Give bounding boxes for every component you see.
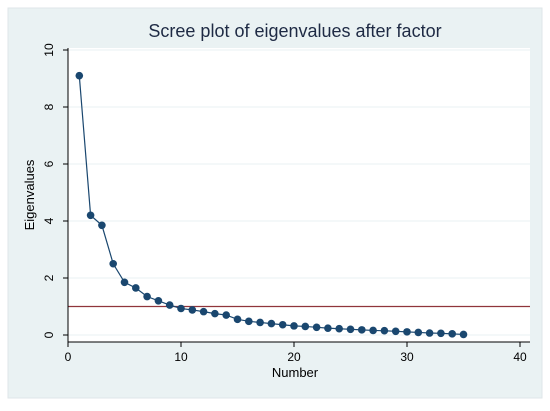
data-point xyxy=(98,221,106,230)
y-tick-label: 8 xyxy=(42,103,56,110)
data-point xyxy=(414,328,423,337)
data-point xyxy=(154,297,163,305)
x-tick-label: 40 xyxy=(513,350,527,364)
x-tick-label: 10 xyxy=(174,350,188,364)
data-point xyxy=(256,318,264,327)
data-point xyxy=(120,278,129,287)
data-point xyxy=(132,284,140,292)
data-point xyxy=(165,301,174,309)
x-tick-label: 30 xyxy=(400,350,414,364)
data-point xyxy=(177,304,185,313)
data-point xyxy=(245,317,253,326)
data-point xyxy=(278,320,287,329)
plot-area xyxy=(68,48,530,342)
x-tick-label: 0 xyxy=(65,350,72,364)
data-point xyxy=(222,311,230,319)
x-tick-label: 20 xyxy=(287,350,301,364)
data-point xyxy=(211,309,219,318)
x-axis-title: Number xyxy=(272,365,319,380)
data-point xyxy=(346,325,355,334)
data-point xyxy=(403,328,411,336)
data-point xyxy=(188,306,197,314)
data-point xyxy=(448,330,457,338)
data-point xyxy=(143,292,151,301)
y-tick-label: 0 xyxy=(42,331,56,338)
data-point xyxy=(86,211,95,220)
y-axis-title: Eigenvalues xyxy=(22,159,37,230)
chart-title: Scree plot of eigenvalues after factor xyxy=(148,21,441,41)
data-point xyxy=(301,322,310,331)
data-point xyxy=(437,329,445,338)
data-point xyxy=(425,329,434,337)
series-layer xyxy=(75,71,468,339)
data-point xyxy=(391,327,400,336)
data-point xyxy=(290,322,298,330)
y-tick-label: 2 xyxy=(42,274,56,281)
data-point xyxy=(109,259,117,268)
data-point xyxy=(75,71,84,80)
data-point xyxy=(358,326,366,334)
data-point xyxy=(233,315,242,324)
axes: 0 2 4 6 8 10 0 10 20 30 40 xyxy=(42,43,530,364)
data-point xyxy=(459,330,468,339)
data-point xyxy=(380,326,389,335)
data-point xyxy=(369,326,377,335)
y-tick-label: 10 xyxy=(42,43,56,57)
data-point xyxy=(324,324,332,332)
data-point xyxy=(335,324,344,333)
y-tick-label: 4 xyxy=(42,217,56,224)
data-point xyxy=(267,319,276,328)
data-point xyxy=(312,323,321,332)
y-tick-label: 6 xyxy=(42,160,56,167)
data-point xyxy=(199,307,208,316)
